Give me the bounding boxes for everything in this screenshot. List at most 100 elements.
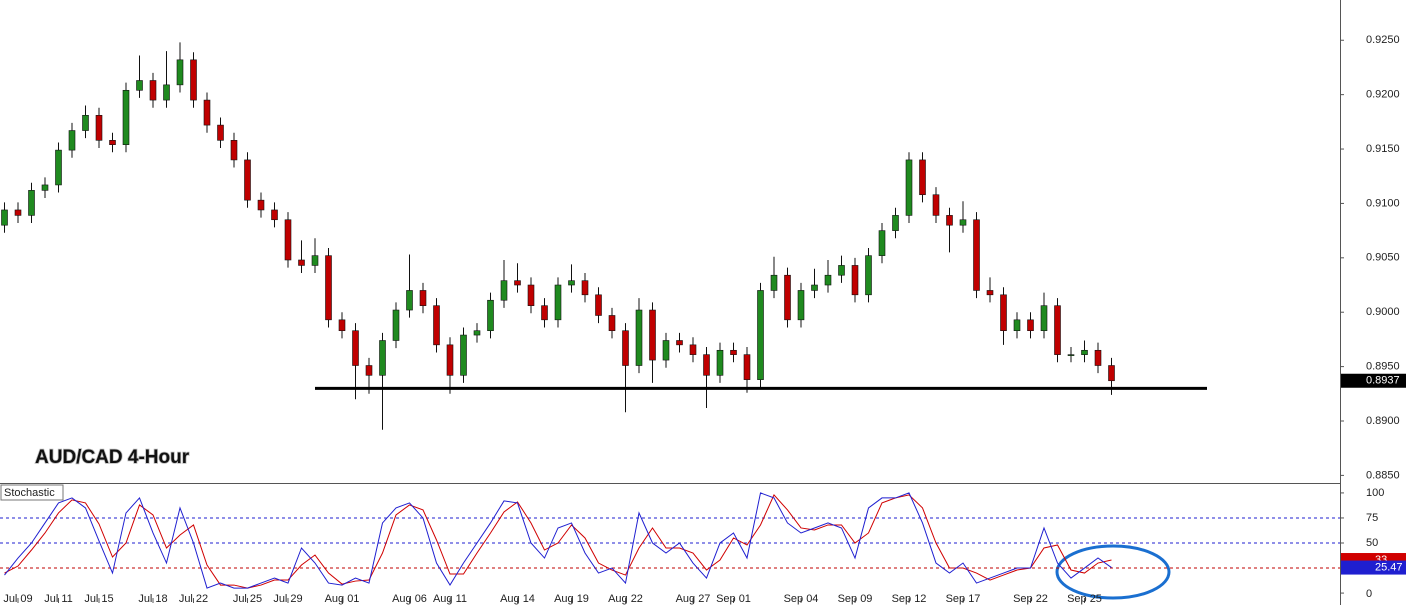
candle-body (676, 340, 683, 346)
y-tick-label: 0.9250 (1366, 34, 1400, 46)
candle-body (797, 290, 805, 321)
x-tick-label: Sep 22 (1013, 593, 1048, 605)
candles (1, 42, 1115, 430)
candle-body (1027, 319, 1034, 332)
candle-body (811, 284, 818, 291)
candle-body (311, 255, 319, 266)
candle-body (730, 349, 737, 355)
candle-body (824, 274, 832, 286)
candle-body (662, 340, 670, 361)
stochastic-line (4, 492, 1112, 589)
x-tick-label: Jul 15 (84, 593, 113, 605)
candle-body (460, 334, 467, 376)
x-tick-label: Aug 27 (676, 593, 711, 605)
candle-body (743, 354, 751, 380)
candle-body (433, 305, 440, 346)
x-tick-label: Sep 12 (892, 593, 927, 605)
candle-body (325, 255, 332, 321)
last-price-label: 0.8937 (1366, 375, 1400, 387)
candle-body (68, 130, 76, 151)
x-tick-label: Aug 14 (500, 593, 535, 605)
x-tick-label: Aug 22 (608, 593, 643, 605)
candle-body (352, 330, 359, 366)
indicator-label-box (0, 484, 64, 501)
candle-body (122, 89, 130, 145)
candle-body (851, 265, 859, 296)
candle-body (1013, 319, 1021, 332)
y-tick-label: 0.8850 (1366, 469, 1400, 481)
candle-body (527, 284, 535, 306)
candle-body (608, 315, 616, 332)
last-value-box (1341, 560, 1406, 575)
y-tick-label: 100 (1366, 487, 1384, 499)
candle-body (1054, 305, 1061, 355)
candle-body (379, 340, 386, 376)
stochastic-line (4, 494, 1112, 589)
last-value-label: 25.47 (1375, 561, 1403, 573)
candle-body (1040, 305, 1048, 332)
x-tick-label: Aug 11 (433, 593, 467, 605)
candle-body (95, 115, 103, 141)
x-tick-label: Jul 25 (233, 593, 262, 605)
candle-body (635, 309, 643, 366)
x-tick-label: Sep 25 (1067, 593, 1102, 605)
candle-body (473, 330, 481, 336)
candle-body (946, 215, 953, 226)
candle-body (365, 365, 373, 376)
candle-body (1, 209, 8, 226)
candle-body (878, 230, 886, 256)
candle-body (554, 284, 562, 321)
x-tick-label: Jul 18 (138, 593, 167, 605)
y-tick-label: 0 (1366, 588, 1372, 600)
candle-body (82, 115, 89, 131)
x-tick-label: Jul 29 (273, 593, 302, 605)
candle-body (514, 280, 521, 286)
candle-body (1067, 354, 1075, 356)
x-tick-label: Jul 11 (44, 593, 73, 605)
candle-body (271, 209, 278, 221)
candle-body (838, 265, 845, 276)
chart-title: AUD/CAD 4-Hour (35, 447, 190, 468)
candle-body (568, 280, 575, 286)
y-tick-label: 75 (1366, 512, 1378, 524)
candle-body (986, 290, 994, 296)
candle-body (149, 80, 157, 101)
candle-body (217, 124, 224, 141)
x-tick-label: Aug 06 (392, 593, 427, 605)
x-tick-label: Sep 01 (716, 593, 751, 605)
y-tick-label: 0.8950 (1366, 361, 1400, 373)
candle-body (541, 305, 548, 321)
y-tick-label: 0.9000 (1366, 306, 1400, 318)
candle-body (28, 190, 35, 216)
candle-body (932, 194, 940, 216)
candle-body (973, 219, 980, 291)
candle-body (487, 299, 494, 332)
candle-body (595, 294, 602, 316)
candle-body (419, 290, 427, 306)
indicator-label: Stochastic (4, 487, 55, 499)
candle-body (622, 330, 629, 366)
candle-body (865, 255, 872, 296)
candle-body (109, 140, 116, 145)
candle-body (703, 354, 710, 376)
candle-body (163, 84, 170, 101)
candle-body (230, 140, 238, 161)
y-tick-label: 0.8900 (1366, 415, 1400, 427)
y-tick-label: 0.9100 (1366, 197, 1400, 209)
candle-body (581, 280, 589, 296)
y-tick-label: 0.9050 (1366, 252, 1400, 264)
candle-body (176, 59, 184, 86)
candle-body (770, 274, 778, 291)
candle-body (284, 219, 292, 261)
y-tick-label: 0.9200 (1366, 89, 1400, 101)
candle-body (500, 280, 508, 301)
x-tick-label: Sep 04 (784, 593, 819, 605)
candle-body (1108, 365, 1115, 382)
x-tick-label: Jul 09 (3, 593, 32, 605)
x-tick-label: Aug 01 (325, 593, 360, 605)
candle-body (716, 349, 724, 376)
candle-body (392, 309, 400, 341)
candle-body (757, 290, 764, 380)
